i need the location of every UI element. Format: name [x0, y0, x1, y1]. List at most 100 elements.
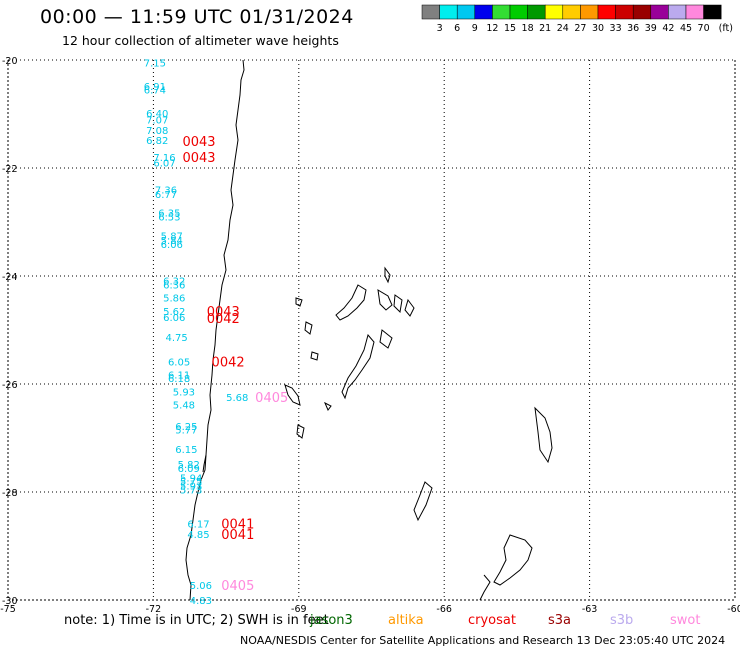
pass-time-label: 0043	[207, 305, 240, 320]
wave-height-label: 6.18	[168, 374, 190, 385]
wave-height-label: 6.91	[144, 82, 166, 93]
wave-height-label: 6.05	[168, 357, 190, 368]
wave-height-label: 5.73	[180, 485, 202, 496]
wave-height-label: 7.16	[153, 153, 175, 164]
salar-small-1	[295, 297, 303, 307]
lon-tick-label: -72	[146, 604, 162, 615]
color-bin-label: 27	[574, 23, 586, 34]
wave-height-label: 6.74	[144, 86, 166, 97]
lake-east-1	[534, 406, 553, 464]
salar-east-3	[404, 298, 415, 317]
page-title: 00:00 — 11:59 UTC 01/31/2024	[40, 6, 354, 28]
wave-height-label: 6.07	[153, 159, 175, 170]
color-bin-label: 39	[645, 23, 657, 34]
lake-south	[479, 574, 491, 601]
wave-height-label: 4.85	[187, 530, 209, 541]
wave-height-label: 5.75	[180, 477, 202, 488]
lat-tick-label: -26	[2, 380, 18, 391]
lat-tick-label: -30	[2, 596, 18, 607]
wave-height-label: 6.06	[163, 313, 185, 324]
map-frame	[7, 59, 736, 601]
coast-south-segment	[202, 454, 207, 473]
salar-east-2	[393, 294, 403, 314]
color-bin-label: 36	[627, 23, 639, 34]
lon-tick-label: -60	[727, 604, 740, 615]
wave-height-label: 5.94	[180, 473, 202, 484]
lon-tick-label: -69	[291, 604, 307, 615]
salar-small-3	[310, 351, 319, 361]
salar-east-1	[377, 289, 393, 311]
pass-time-label: 0042	[207, 312, 240, 327]
lake-mar-chiquita	[493, 534, 533, 586]
lon-tick-label: -63	[582, 604, 598, 615]
salar-small-2	[304, 321, 313, 335]
coastline	[185, 59, 245, 601]
page-subtitle: 12 hour collection of altimeter wave hei…	[62, 33, 339, 48]
wave-height-label: 5.68	[226, 393, 248, 404]
color-bin-label: 18	[522, 23, 534, 34]
wave-height-label: 5.86	[163, 294, 185, 305]
wave-height-label: 6.36	[163, 281, 185, 292]
lon-tick-label: -75	[0, 604, 16, 615]
color-bin-label: 15	[504, 23, 516, 34]
wave-height-label: 5.84	[161, 236, 183, 247]
color-bin-label: 21	[539, 23, 551, 34]
salar-mid-2	[341, 333, 375, 400]
wave-height-label: 4.83	[190, 596, 212, 607]
wave-height-label: 6.06	[161, 240, 183, 251]
wave-height-label: 5.93	[180, 482, 202, 493]
color-bin-label: 3	[437, 23, 443, 34]
lat-tick-label: -24	[2, 272, 18, 283]
wave-height-label: 6.35	[158, 208, 180, 219]
footer-note: note: 1) Time is in UTC; 2) SWH is in fe…	[64, 613, 329, 628]
color-bin-label: 12	[486, 23, 498, 34]
wave-height-label: 5.87	[161, 232, 183, 243]
wave-height-label: 6.53	[158, 213, 180, 224]
color-scale-unit: (ft)	[719, 23, 733, 34]
salar-small-6	[296, 424, 305, 439]
lake-east-2	[413, 481, 433, 522]
salar-north	[384, 266, 391, 284]
wave-height-label: 4.75	[166, 333, 188, 344]
salar-small-5	[324, 401, 332, 411]
axis-tick-labels: -20 -22 -24 -26 -28 -30-75 -72 -69 -66 -63 -60	[0, 56, 740, 615]
chile-coastline	[185, 59, 245, 601]
wave-height-label: 5.93	[173, 388, 195, 399]
lat-tick-label: -22	[2, 164, 18, 175]
color-bin-label: 42	[662, 23, 674, 34]
lat-tick-label: -28	[2, 488, 18, 499]
pass-time-label: 0041	[221, 528, 254, 543]
wave-height-label: 6.15	[175, 445, 197, 456]
credit-line: NOAA/NESDIS Center for Satellite Applica…	[240, 634, 726, 647]
pass-time-label: 0043	[182, 135, 215, 150]
lon-tick-label: -66	[436, 604, 452, 615]
wave-height-label: 6.25	[175, 422, 197, 433]
color-bin-label: 9	[472, 23, 478, 34]
color-bin-label: 6	[454, 23, 460, 34]
color-bin-label: 30	[592, 23, 604, 34]
color-bin-label: 24	[557, 23, 569, 34]
color-scale-legend: 3 6 9 12 15 18 21 24 27 30 33 36 39 42 45 70 (ft)	[421, 4, 733, 34]
wave-height-label: 7.08	[146, 126, 168, 137]
pass-time-label: 0405	[255, 391, 288, 406]
pass-time-label: 0043	[182, 151, 215, 166]
color-bin-label: 45	[680, 23, 692, 34]
wave-height-label: 5.82	[178, 460, 200, 471]
wave-height-label: 7.15	[144, 59, 166, 70]
wave-height-label: 6.11	[168, 370, 190, 381]
color-bin-label: 33	[610, 23, 622, 34]
pass-time-label: 0042	[212, 355, 245, 370]
graticule	[7, 59, 736, 601]
pass-time-label: 0405	[221, 579, 254, 594]
wave-height-label: 7.36	[155, 186, 177, 197]
salar-mid-1	[379, 329, 393, 349]
wave-height-label: 5.62	[163, 307, 185, 318]
salt-flats	[284, 266, 553, 601]
wave-height-label: 6.17	[187, 519, 209, 530]
wave-height-label: 5.48	[173, 401, 195, 412]
wave-height-label: 6.77	[155, 190, 177, 201]
wave-height-label: 6.82	[146, 136, 168, 147]
color-bin-label: 70	[698, 23, 710, 34]
